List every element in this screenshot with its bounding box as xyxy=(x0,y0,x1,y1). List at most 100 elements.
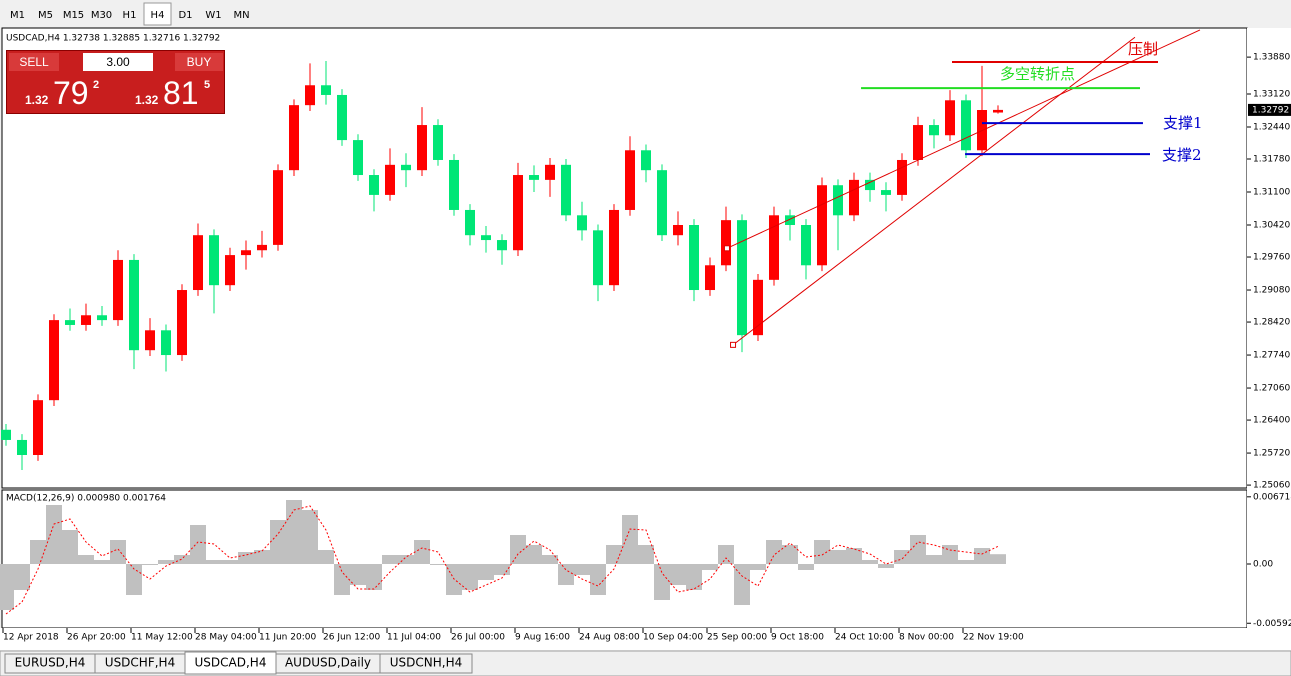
level-label: 支撑1 xyxy=(1163,114,1203,132)
candle-body xyxy=(433,125,443,160)
macd-bar xyxy=(638,545,654,564)
symbol-tab-label: EURUSD,H4 xyxy=(15,656,86,670)
macd-bar xyxy=(862,560,878,564)
candle-body xyxy=(113,259,123,321)
timeframe-label: M1 xyxy=(10,10,25,21)
timeframe-button[interactable] xyxy=(32,3,59,25)
candle-body xyxy=(833,185,843,216)
candle-body xyxy=(337,94,347,141)
y-tick-label: 1.32440 xyxy=(1253,122,1290,132)
symbol-tab-label: AUDUSD,Daily xyxy=(285,656,371,670)
candle-body xyxy=(305,85,315,106)
candle-body xyxy=(945,100,955,136)
x-tick-label: 24 Oct 10:00 xyxy=(835,633,894,643)
time-axis-bg xyxy=(0,628,1291,650)
x-tick-label: 24 Aug 08:00 xyxy=(579,633,640,643)
candle-body xyxy=(241,250,251,256)
candle-body xyxy=(465,209,475,236)
macd-bar xyxy=(414,540,430,564)
symbol-tab[interactable] xyxy=(379,653,473,674)
candle-body xyxy=(49,320,59,401)
y-tick-label: 1.27060 xyxy=(1253,384,1290,394)
y-tick-label: 0.006718 xyxy=(1253,492,1291,502)
candle-body xyxy=(577,215,587,231)
macd-bar xyxy=(30,540,46,564)
candle-body xyxy=(273,170,283,245)
candle-body xyxy=(481,235,491,241)
buy-button[interactable]: BUY xyxy=(175,53,223,71)
macd-bar xyxy=(398,555,414,564)
macd-bar xyxy=(558,564,574,585)
macd-bar xyxy=(782,545,798,564)
macd-bar xyxy=(590,564,606,595)
macd-bar xyxy=(846,548,862,564)
macd-bar xyxy=(622,515,638,564)
candle-body xyxy=(497,240,507,251)
candle-body xyxy=(801,225,811,266)
timeframe-button[interactable] xyxy=(4,3,31,25)
macd-bar xyxy=(302,510,318,564)
timeframe-button[interactable] xyxy=(143,2,172,26)
price-axis-bg xyxy=(1247,28,1291,628)
timeframe-label: M5 xyxy=(38,10,53,21)
candle-body xyxy=(321,85,331,95)
trendline xyxy=(726,29,1201,249)
macd-bar xyxy=(830,550,846,564)
candle-body xyxy=(193,235,203,291)
y-tick-label: 1.29080 xyxy=(1253,286,1290,296)
candle-body xyxy=(609,209,619,286)
candle-body xyxy=(657,170,667,236)
timeframe-label: H1 xyxy=(123,10,137,21)
macd-bar xyxy=(494,564,510,575)
macd-bar xyxy=(542,555,558,564)
timeframe-button[interactable] xyxy=(116,3,143,25)
candle-body xyxy=(369,175,379,195)
ask-big: 1.32 xyxy=(135,93,159,107)
candle-body xyxy=(865,179,875,191)
macd-bar xyxy=(174,555,190,564)
ask-main: 81 xyxy=(163,75,199,111)
macd-bar xyxy=(910,535,926,564)
y-tick-label: 1.33120 xyxy=(1253,89,1290,99)
macd-bar xyxy=(526,545,542,564)
x-tick-label: 28 May 04:00 xyxy=(195,633,257,643)
candle-body xyxy=(17,439,27,456)
timeframe-button[interactable] xyxy=(228,3,255,25)
x-tick-label: 22 Nov 19:00 xyxy=(963,633,1024,643)
candle-body xyxy=(705,265,715,291)
lot-input[interactable]: 3.00 xyxy=(83,53,153,71)
candle-body xyxy=(737,220,747,336)
macd-bar xyxy=(670,564,686,585)
candle-body xyxy=(913,125,923,160)
timeframe-button[interactable] xyxy=(172,3,199,25)
macd-bar xyxy=(94,560,110,564)
candle-body xyxy=(961,100,971,151)
y-tick-label: 1.29760 xyxy=(1253,253,1290,263)
macd-bar xyxy=(366,564,382,590)
macd-bar xyxy=(942,545,958,564)
candle-body xyxy=(417,125,427,171)
x-tick-label: 8 Nov 00:00 xyxy=(899,633,954,643)
x-tick-label: 11 Jun 20:00 xyxy=(259,633,316,643)
macd-title: MACD(12,26,9) 0.000980 0.001764 xyxy=(6,494,166,504)
macd-bar xyxy=(382,555,398,564)
timeframe-button[interactable] xyxy=(60,3,87,25)
sell-button[interactable]: SELL xyxy=(9,53,59,71)
timeframe-label: H4 xyxy=(151,10,165,21)
y-tick-label: 1.28420 xyxy=(1253,318,1290,328)
candle-body xyxy=(641,150,651,171)
macd-bar xyxy=(62,530,78,564)
macd-bar xyxy=(46,505,62,564)
candle-body xyxy=(593,230,603,286)
candle-body xyxy=(385,164,395,195)
timeframe-button[interactable] xyxy=(200,3,227,25)
macd-bar xyxy=(350,564,366,585)
candle-body xyxy=(449,159,459,210)
macd-bar xyxy=(974,548,990,564)
timeframe-button[interactable] xyxy=(88,3,115,25)
candle-body xyxy=(177,290,187,356)
macd-bar xyxy=(190,525,206,564)
symbol-tab-label: USDCNH,H4 xyxy=(390,656,463,670)
macd-bar xyxy=(654,564,670,600)
